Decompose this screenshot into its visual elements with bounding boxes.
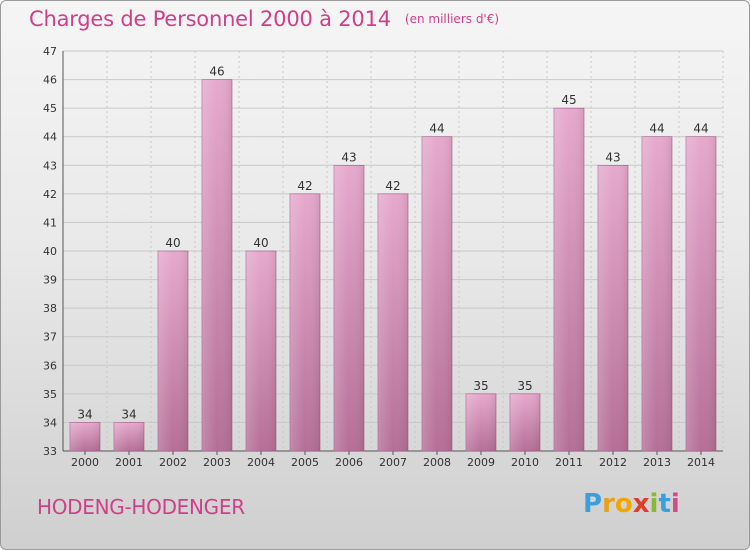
- y-tick-label: 35: [43, 388, 57, 401]
- bar-value-label: 44: [693, 122, 708, 136]
- x-tick-label: 2014: [687, 456, 715, 469]
- bar-shade: [510, 393, 540, 451]
- bar-shade: [334, 165, 364, 452]
- y-tick-label: 39: [43, 274, 57, 287]
- bar-value-label: 35: [473, 379, 488, 393]
- y-tick-label: 43: [43, 159, 57, 172]
- x-tick-label: 2012: [599, 456, 627, 469]
- bar-shade: [158, 251, 188, 451]
- x-tick-label: 2006: [335, 456, 363, 469]
- bar-shade: [466, 393, 496, 451]
- bar-value-label: 43: [605, 150, 620, 164]
- chart-title-text: Charges de Personnel 2000 à 2014: [29, 7, 391, 31]
- y-tick-label: 47: [43, 45, 57, 58]
- chart-title: Charges de Personnel 2000 à 2014 (en mill…: [29, 7, 499, 31]
- bar-value-label: 46: [209, 65, 224, 79]
- x-tick-label: 2002: [159, 456, 187, 469]
- bar-shade: [70, 422, 100, 451]
- x-tick-label: 2009: [467, 456, 495, 469]
- logo-letter: P: [583, 489, 603, 519]
- bar-shade: [598, 165, 628, 452]
- bar-shade: [290, 193, 320, 451]
- x-tick-label: 2001: [115, 456, 143, 469]
- bar-shade: [642, 136, 672, 451]
- y-tick-label: 37: [43, 331, 57, 344]
- y-tick-label: 45: [43, 102, 57, 115]
- bar-value-label: 40: [165, 236, 180, 250]
- bar-shade: [686, 136, 716, 451]
- x-tick-label: 2013: [643, 456, 671, 469]
- x-tick-label: 2004: [247, 456, 275, 469]
- bar-shade: [378, 193, 408, 451]
- y-tick-label: 40: [43, 245, 57, 258]
- bar-shade: [114, 422, 144, 451]
- bar-value-label: 34: [77, 407, 92, 421]
- bar-value-label: 35: [517, 379, 532, 393]
- y-tick-label: 36: [43, 359, 57, 372]
- bar-value-label: 42: [385, 179, 400, 193]
- chart-unit-text: (en milliers d'€): [404, 12, 500, 26]
- label-layer: 33 34 35 36 37 38 39 40 41 42 43 44 45 46 47 34 2000 34 20…: [43, 45, 715, 469]
- x-tick-label: 2000: [71, 456, 99, 469]
- x-tick-label: 2007: [379, 456, 407, 469]
- bar-value-label: 45: [561, 93, 576, 107]
- y-tick-label: 41: [43, 216, 57, 229]
- y-tick-label: 38: [43, 302, 57, 315]
- y-tick-label: 42: [43, 188, 57, 201]
- x-tick-label: 2008: [423, 456, 451, 469]
- x-tick-label: 2005: [291, 456, 319, 469]
- town-name: HODENG-HODENGER: [37, 495, 245, 519]
- logo-letter: r: [602, 489, 615, 519]
- y-tick-label: 34: [43, 416, 57, 429]
- logo-letter: t: [658, 489, 671, 519]
- bar-shade: [422, 136, 452, 451]
- logo-letter: o: [614, 489, 633, 519]
- bar-shade: [554, 108, 584, 452]
- y-tick-label: 44: [43, 131, 57, 144]
- bar-value-label: 40: [253, 236, 268, 250]
- x-tick-label: 2011: [555, 456, 583, 469]
- y-tick-label: 33: [43, 445, 57, 458]
- logo-letter: x: [632, 489, 650, 519]
- bar-layer: [69, 79, 717, 452]
- bar-value-label: 34: [121, 407, 136, 421]
- logo-letter: i: [670, 489, 680, 519]
- bar-value-label: 44: [649, 122, 664, 136]
- proxiti-logo: Proxiti: [583, 489, 680, 519]
- bar-shade: [246, 251, 276, 451]
- bar-value-label: 43: [341, 150, 356, 164]
- x-tick-label: 2003: [203, 456, 231, 469]
- logo-letter: i: [649, 489, 659, 519]
- bar-value-label: 42: [297, 179, 312, 193]
- x-tick-label: 2010: [511, 456, 539, 469]
- bar-shade: [202, 79, 232, 452]
- bar-value-label: 44: [429, 122, 444, 136]
- y-tick-label: 46: [43, 74, 57, 87]
